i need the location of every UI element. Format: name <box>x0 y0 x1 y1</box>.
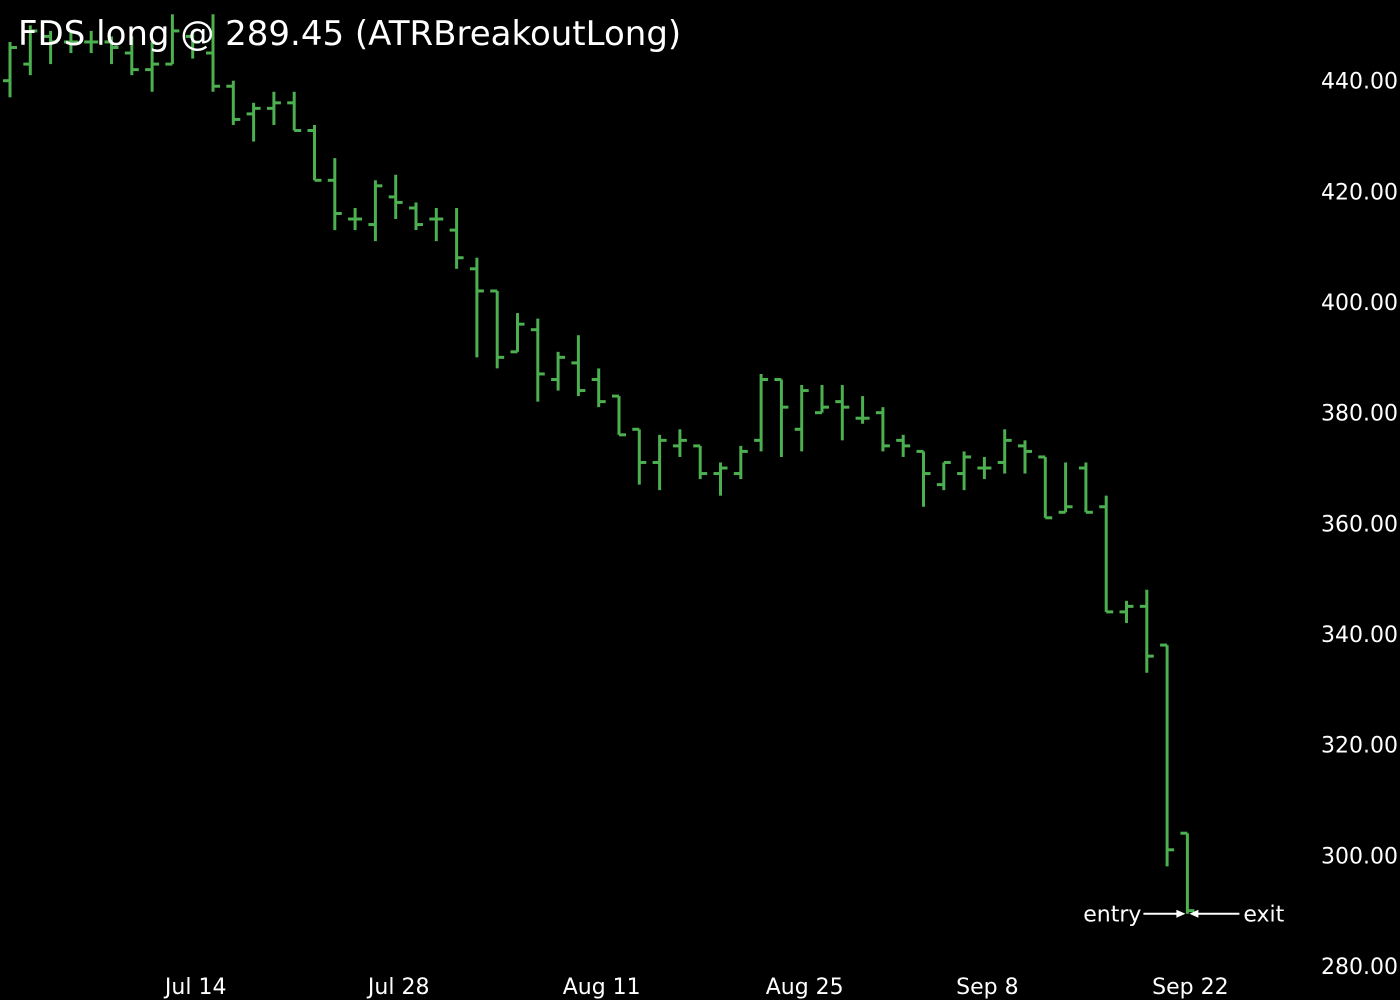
ohlc-bar <box>287 91 302 132</box>
ohlc-bar <box>997 429 1012 474</box>
ohlc-bar <box>896 434 911 457</box>
ohlc-bar <box>266 91 281 125</box>
ohlc-bar <box>571 335 586 397</box>
ohlc-bar <box>246 102 261 142</box>
ohlc-bar <box>388 174 403 220</box>
ohlc-bar <box>977 456 992 480</box>
bars-layer <box>3 14 1195 914</box>
ohlc-bar <box>733 445 748 480</box>
ohlc-bar <box>794 385 809 452</box>
y-tick-label: 420.00 <box>1321 180 1398 205</box>
ohlc-bar <box>1018 440 1032 474</box>
ohlc-bar <box>875 407 890 452</box>
y-tick-label: 300.00 <box>1321 844 1398 869</box>
y-tick-label: 440.00 <box>1321 70 1398 95</box>
ohlc-bar <box>327 158 342 231</box>
ohlc-bar <box>1139 589 1154 673</box>
ohlc-bar <box>145 41 160 92</box>
ohlc-bar <box>510 313 525 354</box>
ohlc-bar <box>936 460 951 491</box>
ohlc-bar <box>1180 831 1195 914</box>
x-tick-label: Aug 25 <box>766 975 844 1000</box>
ohlc-bar <box>1160 643 1175 867</box>
ohlc-bar <box>1099 495 1114 614</box>
ohlc-bar <box>774 377 789 457</box>
ohlc-bar <box>530 318 545 402</box>
x-tick-label: Jul 28 <box>366 975 430 1000</box>
ohlc-bar <box>449 207 464 269</box>
y-tick-label: 340.00 <box>1321 623 1398 648</box>
ohlc-bar <box>693 444 708 480</box>
ohlc-bar <box>84 30 99 54</box>
ohlc-bar <box>916 449 931 507</box>
ohlc-bar <box>43 30 58 65</box>
ohlc-bar <box>490 289 505 369</box>
y-tick-label: 380.00 <box>1321 402 1398 427</box>
ohlc-bar <box>63 30 78 54</box>
x-tick-label: Aug 11 <box>563 975 641 1000</box>
ohlc-bar <box>368 180 383 242</box>
x-tick-label: Sep 8 <box>956 975 1018 1000</box>
ohlc-bar <box>409 202 423 231</box>
ohlc-bar <box>226 80 241 125</box>
ohlc-bar <box>469 257 484 358</box>
x-axis: Jul 14 Jul 28 Aug 11 Aug 25 Sep 8 Sep 22 <box>163 975 1229 1000</box>
ohlc-bar <box>754 373 769 452</box>
ohlc-bar <box>612 394 626 437</box>
exit-label: exit <box>1243 903 1284 928</box>
ohlc-bar <box>855 396 870 424</box>
y-tick-label: 360.00 <box>1321 512 1398 537</box>
ohlc-bar <box>551 351 566 391</box>
ohlc-bar <box>672 429 687 457</box>
ohlc-bar <box>713 462 728 496</box>
ohlc-bar <box>307 124 322 182</box>
entry-arrow-head <box>1176 909 1186 918</box>
y-tick-label: 280.00 <box>1321 955 1398 980</box>
ohlc-bar <box>1058 462 1073 514</box>
ohlc-bar <box>3 41 17 98</box>
exit-arrow-head <box>1189 909 1199 918</box>
chart-title: FDS long @ 289.45 (ATRBreakoutLong) <box>18 14 682 54</box>
y-tick-label: 320.00 <box>1321 734 1398 759</box>
ohlc-bar <box>815 385 829 415</box>
ohlc-bar <box>652 434 667 491</box>
ohlc-bar <box>1119 600 1134 623</box>
y-axis: 280.00 300.00 320.00 340.00 360.00 380.00 400.… <box>1321 70 1398 980</box>
ohlc-bar <box>835 385 850 441</box>
trade-annotations: entry exit <box>1083 903 1284 928</box>
y-tick-label: 400.00 <box>1321 291 1398 316</box>
ohlc-bar <box>165 14 180 66</box>
ohlc-bar <box>348 207 363 231</box>
ohlc-bar <box>124 36 139 76</box>
ohlc-bar <box>1078 462 1093 514</box>
ohlc-bar <box>104 36 119 65</box>
ohlc-bar <box>1038 455 1053 520</box>
x-tick-label: Sep 22 <box>1152 975 1228 1000</box>
ohlc-bar <box>632 427 647 485</box>
ohlc-bar <box>23 25 38 76</box>
x-tick-label: Jul 14 <box>163 975 227 1000</box>
ohlc-bar <box>429 207 444 242</box>
ohlc-bar <box>591 368 606 408</box>
entry-label: entry <box>1083 903 1141 928</box>
ohlc-bar <box>206 14 220 92</box>
ohlc-bar <box>957 451 972 491</box>
ohlc-bar <box>185 30 200 59</box>
